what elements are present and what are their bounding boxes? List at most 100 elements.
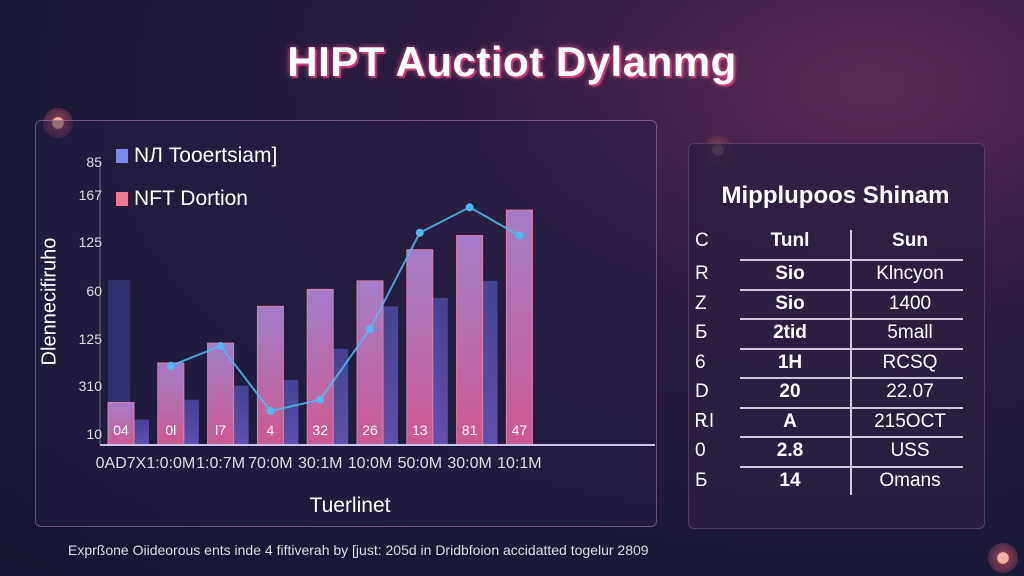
x-tick-label: 30:0M: [447, 455, 492, 472]
table-cell: 2.8: [776, 440, 804, 461]
bar-pink: [356, 280, 384, 446]
table-row: D 20 22.07: [695, 381, 965, 411]
page-title: HIPT Auctiot Dylanmg: [287, 38, 737, 85]
table-cell: 6: [695, 351, 706, 373]
line-point: [415, 228, 424, 237]
bar-data-label: 13: [412, 422, 428, 438]
x-tick-label: 70:0M: [248, 455, 293, 472]
bar-pink: [107, 402, 135, 446]
footer-caption: Exprßone Oiideorous ents inde 4 fiftiver…: [68, 542, 649, 558]
line-point: [316, 395, 325, 404]
bar-data-label: 4: [267, 422, 275, 438]
y-tick-label: 125: [78, 234, 102, 250]
table-cell: Sio: [775, 263, 805, 284]
table-cell: Б: [695, 322, 708, 343]
legend-swatch-blue: [116, 149, 128, 163]
table-header-row: C Tunl Sun: [695, 230, 965, 260]
table-row: Б 2tid 5mall: [695, 322, 965, 352]
bar-pink: [256, 305, 284, 446]
legend-item-pink: NFT Dortion: [116, 187, 248, 211]
table-row: Ꭱl A 215OCT: [695, 411, 965, 441]
table-header: C: [695, 230, 709, 251]
bar-pink: [157, 362, 185, 446]
line-point: [366, 324, 374, 333]
bar-blue: [482, 280, 498, 445]
y-tick-label: 10: [86, 426, 102, 442]
table-row-divider: [740, 436, 963, 438]
line-series: [170, 206, 520, 413]
table-row: Б 14 Omans: [695, 470, 965, 500]
table-row-divider: [740, 259, 963, 261]
table-cell: R: [695, 263, 709, 284]
bar-blue: [134, 419, 149, 445]
x-tick-label: 50:0M: [397, 455, 443, 472]
table-cell: 1400: [888, 292, 932, 314]
legend-label: NЛ Tooertsiam]: [134, 144, 278, 167]
y-tick-label: 167: [78, 187, 102, 203]
table-cell: 1H: [777, 351, 803, 373]
table-row: Z Sio 1400: [695, 293, 965, 323]
x-tick-label: 10:0M: [347, 455, 393, 472]
bar-data-label: 26: [362, 422, 378, 438]
table-header: Sun: [892, 230, 928, 251]
bar-blue: [383, 306, 398, 445]
bar-blue: [283, 379, 299, 445]
table-row-divider: [740, 288, 963, 291]
table-cell: D: [695, 381, 709, 402]
table-row-divider: [740, 318, 963, 320]
bar-blue: [432, 297, 448, 445]
table-cell: Sio: [775, 292, 805, 314]
bar-data-label: 0l: [165, 422, 176, 438]
table-row: 0 2.8 USS: [695, 440, 965, 470]
bar-blue: [333, 348, 349, 445]
table-cell: 22.07: [886, 381, 934, 402]
bar-data-label: l7: [215, 422, 226, 438]
bar-blue: [233, 385, 249, 445]
table-cell: 20: [779, 381, 801, 402]
table-row-divider: [740, 347, 963, 350]
line-point: [465, 203, 474, 212]
line-point: [166, 361, 175, 370]
table-cell: USS: [890, 440, 930, 461]
bar-pink: [456, 235, 484, 446]
y-tick-label: 85: [86, 154, 102, 170]
table-cell: RCSQ: [882, 351, 938, 373]
table-row-divider: [740, 406, 963, 409]
chart-panel: [35, 120, 657, 527]
bar-data-label: 81: [462, 422, 478, 438]
legend-item-blue: NЛ Tooertsiam]: [116, 144, 277, 168]
x-tick-label: 1:0:0M: [146, 455, 196, 472]
bar-data-label: 32: [312, 422, 328, 438]
bar-pink: [505, 209, 533, 446]
y-tick-label: 125: [78, 331, 102, 347]
table-cell: 0: [695, 440, 706, 461]
table-row-divider: [740, 377, 963, 379]
table-cell: 14: [779, 469, 801, 491]
x-tick-label: 30:1M: [297, 455, 343, 472]
bar-data-label: 47: [512, 422, 528, 438]
table-cell: Klncyon: [876, 263, 944, 284]
y-tick-label: 60: [86, 283, 102, 299]
x-tick-label: 10:1M: [497, 455, 542, 472]
legend-label: NFT Dortion: [134, 187, 248, 210]
bar-pink: [406, 249, 434, 446]
x-tick-label: 0AD7X: [95, 455, 147, 472]
line-point: [266, 407, 275, 416]
table-row: 6 1H RCSQ: [695, 352, 965, 382]
table-column-divider: [850, 230, 852, 495]
table-row-divider: [740, 465, 963, 468]
bar-data-label: 04: [113, 422, 129, 438]
table-cell: Z: [695, 292, 707, 314]
avatar-badge-icon: [43, 108, 73, 138]
table-panel: [688, 143, 985, 529]
corner-badge-icon: [988, 543, 1018, 573]
line-point: [515, 231, 524, 240]
table-cell: Omans: [879, 469, 941, 491]
table-cell: 5mall: [887, 322, 933, 343]
table-row: R Sio Klncyon: [695, 263, 965, 293]
table-cell: 2tid: [773, 322, 807, 343]
legend-swatch-pink: [116, 192, 128, 206]
table-cell: 215OCT: [874, 410, 946, 432]
table-cell: Б: [695, 469, 708, 491]
table-cell: Ꭱl: [695, 410, 714, 432]
